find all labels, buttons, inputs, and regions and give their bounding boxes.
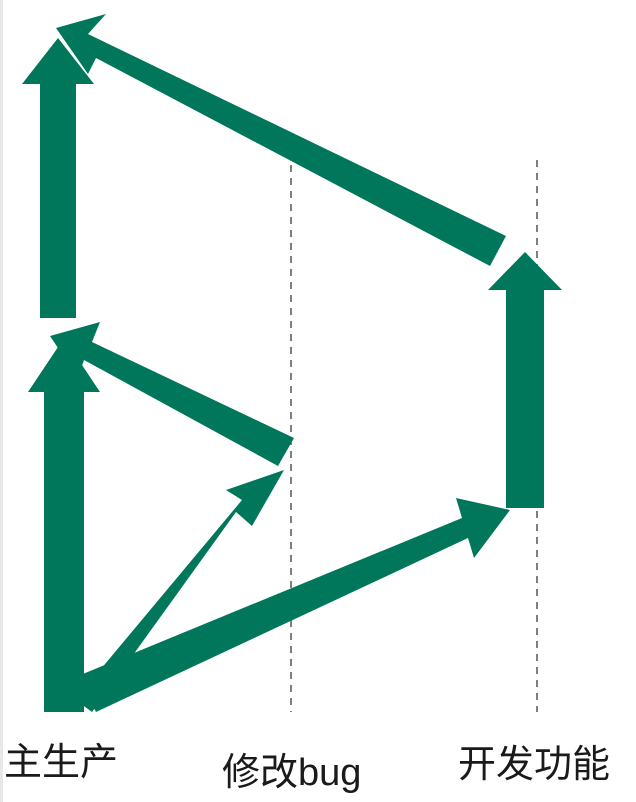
branch-to-bugfix-arrow <box>62 470 284 712</box>
lane-label-bugfix: 修改bug <box>222 752 362 794</box>
main-upper-arrow <box>22 38 94 318</box>
branch-to-feature-arrow <box>78 498 510 712</box>
left-edge-shadow <box>0 0 3 802</box>
lane-label-main: 主生产 <box>4 742 119 784</box>
main-lower-arrow <box>28 338 100 712</box>
merge-feature-arrow <box>56 14 506 266</box>
feature-develop-arrow <box>488 252 562 508</box>
lane-label-feature: 开发功能 <box>458 744 611 786</box>
merge-bugfix-arrow <box>50 322 294 466</box>
